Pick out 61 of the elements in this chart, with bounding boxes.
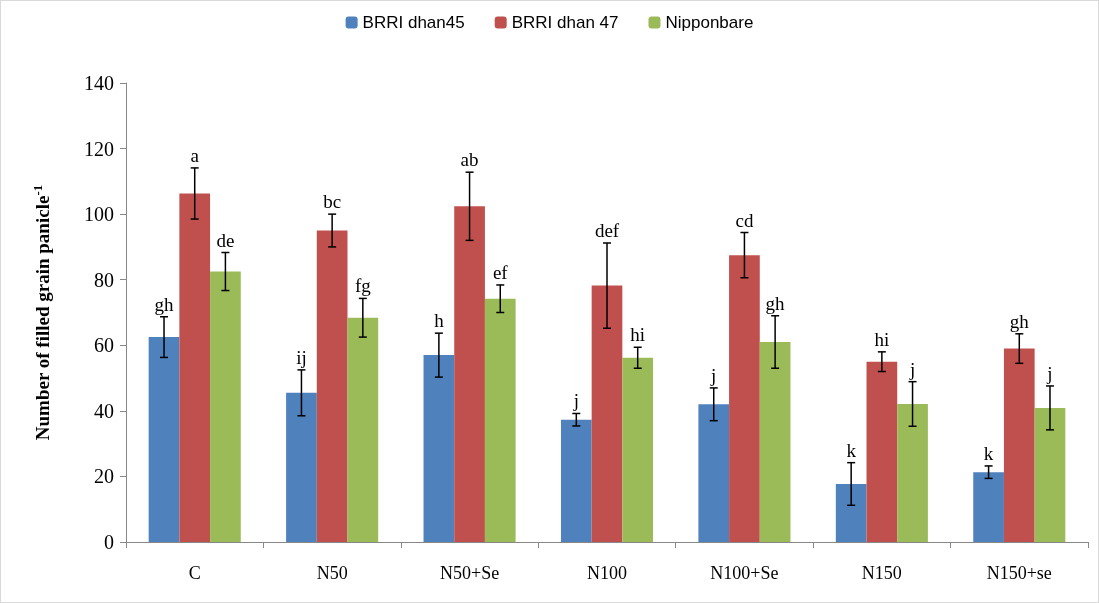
data-label: j — [710, 364, 717, 386]
y-tick-label: 0 — [104, 531, 114, 553]
y-tick-label: 80 — [94, 268, 114, 291]
data-label: h — [434, 310, 445, 332]
y-tick-label: 100 — [84, 203, 114, 226]
x-tick-label: N150+se — [986, 563, 1052, 583]
bar — [973, 472, 1004, 542]
y-tick-label: 120 — [84, 137, 114, 160]
data-label: a — [190, 144, 200, 166]
y-axis-title: Number of filled grain panicle-1 — [30, 184, 53, 441]
x-tick-label: N50+Se — [439, 563, 500, 583]
bar — [423, 355, 455, 542]
data-label: ij — [296, 346, 307, 368]
bar — [210, 271, 241, 542]
data-label: def — [594, 219, 620, 241]
data-label: ef — [492, 261, 509, 283]
data-label: k — [983, 442, 994, 464]
bar — [729, 255, 760, 542]
data-label: j — [908, 358, 916, 380]
bar — [484, 298, 516, 542]
bar — [316, 230, 348, 542]
bar — [347, 317, 379, 542]
data-label: fg — [354, 275, 372, 297]
data-label: j — [572, 390, 579, 412]
y-tick-label: 20 — [94, 465, 114, 488]
y-tick-label: 60 — [94, 334, 114, 357]
data-label: de — [216, 229, 235, 251]
bar — [286, 392, 317, 542]
bar — [148, 337, 180, 542]
x-tick-label: C — [188, 563, 201, 583]
bar — [179, 193, 211, 542]
x-tick-label: N50 — [316, 563, 348, 583]
bar — [1034, 407, 1066, 542]
bar — [1003, 348, 1035, 542]
bar — [759, 342, 791, 542]
data-label: cd — [735, 209, 754, 231]
data-label: hi — [874, 328, 890, 350]
bar — [591, 285, 623, 542]
legend-label: BRRI dhan45 — [362, 13, 465, 32]
y-tick-label: 40 — [94, 399, 114, 422]
data-label: hi — [630, 324, 646, 346]
data-label: bc — [323, 191, 342, 213]
data-label: j — [1046, 362, 1053, 384]
bar — [560, 419, 592, 542]
x-tick-label: N150 — [861, 563, 902, 583]
data-label: gh — [154, 293, 175, 315]
bar — [454, 206, 485, 542]
legend-label: BRRI dhan 47 — [511, 13, 619, 32]
data-label: gh — [1009, 310, 1030, 332]
data-label: ab — [460, 149, 479, 171]
bar — [698, 404, 730, 542]
data-label: k — [846, 439, 857, 461]
bar — [622, 357, 654, 542]
y-tick-label: 140 — [84, 72, 114, 94]
data-label: gh — [765, 292, 786, 314]
bar — [866, 361, 898, 542]
x-tick-label: N100+Se — [710, 563, 779, 583]
bar — [835, 483, 867, 542]
legend-label: Nipponbare — [665, 13, 754, 32]
bar — [897, 403, 928, 542]
x-tick-label: N100 — [587, 563, 627, 583]
